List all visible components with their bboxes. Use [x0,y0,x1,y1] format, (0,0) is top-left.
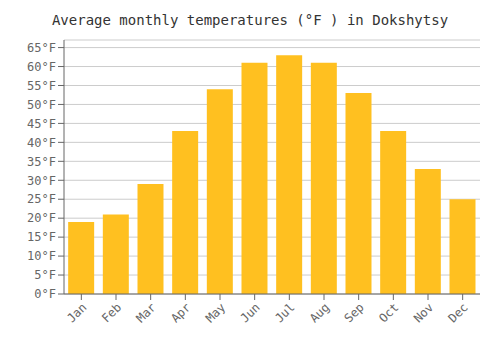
svg-text:40°F: 40°F [27,136,56,150]
svg-text:Jun: Jun [238,300,263,325]
svg-text:15°F: 15°F [27,230,56,244]
svg-text:45°F: 45°F [27,117,56,131]
svg-text:Apr: Apr [168,300,193,325]
svg-text:5°F: 5°F [34,268,56,282]
svg-text:Aug: Aug [307,300,332,325]
svg-text:Dec: Dec [446,300,471,325]
svg-text:10°F: 10°F [27,249,56,263]
svg-text:Nov: Nov [411,300,436,325]
svg-text:Jan: Jan [64,300,89,325]
svg-text:60°F: 60°F [27,60,56,74]
svg-text:Mar: Mar [134,300,159,325]
svg-text:65°F: 65°F [27,41,56,55]
svg-text:Sep: Sep [342,300,367,325]
svg-text:55°F: 55°F [27,79,56,93]
svg-text:Oct: Oct [376,300,401,325]
svg-text:35°F: 35°F [27,155,56,169]
svg-text:0°F: 0°F [34,287,56,301]
svg-text:20°F: 20°F [27,211,56,225]
svg-text:50°F: 50°F [27,98,56,112]
svg-text:May: May [203,300,228,325]
svg-text:Feb: Feb [99,300,124,325]
svg-text:25°F: 25°F [27,192,56,206]
svg-text:Jul: Jul [272,300,297,325]
html-text:Average monthly temperatures (: Average monthly temperatures (°F ) in Do… [51,12,449,28]
svg-text:30°F: 30°F [27,174,56,188]
